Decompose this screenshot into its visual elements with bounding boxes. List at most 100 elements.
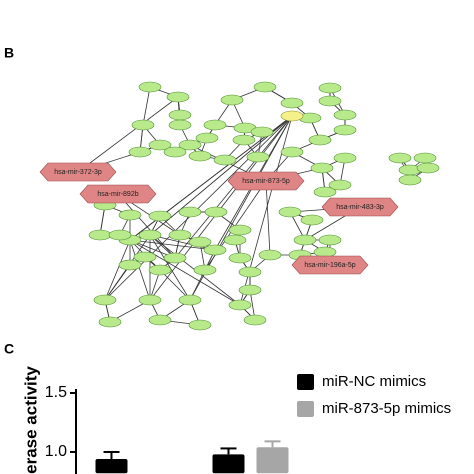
gene-node [213, 154, 237, 166]
network-edge [129, 239, 241, 306]
gene-node [223, 234, 247, 246]
gene-node [293, 234, 317, 246]
bar [212, 454, 245, 474]
panel-label: B [4, 45, 14, 61]
gene-node [310, 162, 334, 174]
gene-node [333, 124, 357, 136]
gene-node [388, 152, 412, 164]
mirna-node [291, 255, 369, 275]
network-edge [142, 86, 151, 126]
gene-node [220, 94, 244, 106]
mirna-label: hsa-mir-196a-5p [304, 262, 355, 269]
gene-node [203, 119, 227, 131]
gene-node [88, 229, 112, 241]
gene-node [398, 174, 422, 186]
y-axis-label: erase activity [21, 366, 40, 474]
gene-node [278, 206, 302, 218]
gene-node [148, 139, 172, 151]
gene-node [193, 264, 217, 276]
y-tick-label: 1.0 [45, 443, 67, 460]
gene-node [313, 246, 337, 258]
gene-node [166, 91, 190, 103]
gene-node [93, 294, 117, 306]
gene-node [250, 126, 274, 138]
network-edge [117, 193, 176, 259]
gene-node [258, 249, 282, 261]
gene-node [131, 119, 155, 131]
gene-node [168, 229, 192, 241]
gene-node [300, 214, 324, 226]
gene-node [98, 316, 122, 328]
gene-node [188, 150, 212, 162]
mirna-label: hsa-mir-892b [97, 191, 138, 198]
gene-node [203, 244, 227, 256]
gene-node [138, 229, 162, 241]
gene-node [280, 97, 304, 109]
mirna-label: hsa-mir-873-5p [242, 178, 290, 185]
mirna-label: hsa-mir-372-3p [54, 169, 102, 176]
gene-node [238, 266, 262, 278]
gene-node [253, 81, 277, 93]
mirna-node [321, 197, 399, 217]
gene-node [148, 264, 172, 276]
gene-node [413, 152, 437, 164]
legend-swatch [297, 401, 314, 417]
gene-node [178, 139, 202, 151]
gene-node [308, 134, 332, 146]
gene-node [163, 146, 187, 158]
mirna-node [227, 171, 305, 191]
legend-label: miR-NC mimics [322, 373, 426, 390]
gene-node [148, 210, 172, 222]
gene-node [133, 251, 157, 263]
gene-node [228, 224, 252, 236]
gene-node [168, 119, 192, 131]
gene-node [313, 186, 337, 198]
gene-node [333, 109, 357, 121]
gene-node [118, 209, 142, 221]
gene-node [318, 95, 342, 107]
gene-node [128, 146, 152, 158]
network-nodes: hsa-mir-372-3p hsa-mir-892b hsa-mir-873-5p… [39, 81, 440, 331]
gene-node [108, 229, 132, 241]
gene-node [138, 294, 162, 306]
network-edge [265, 180, 271, 256]
gene-node [318, 234, 342, 246]
gene-node [163, 252, 187, 264]
mirna-node [39, 162, 117, 182]
gene-node [318, 82, 342, 94]
gene-node [148, 314, 172, 326]
network-edge [149, 234, 216, 251]
legend-label: miR-873-5p mimics [322, 400, 451, 417]
mirna-label: hsa-mir-483-3p [336, 204, 384, 211]
gene-node [168, 109, 192, 121]
network-edge [77, 96, 179, 173]
network-edge [104, 239, 131, 301]
gene-node [328, 179, 352, 191]
gene-node [195, 132, 219, 144]
gene-node [188, 236, 212, 248]
gene-node [243, 314, 267, 326]
gene-node [280, 146, 304, 158]
network-edge [129, 239, 216, 251]
mirna-node [79, 184, 157, 204]
panel-label: C [4, 341, 14, 357]
bar [256, 447, 289, 474]
gene-node [246, 151, 270, 163]
gene-node [118, 259, 142, 271]
gene-node [333, 152, 357, 164]
gene-node [138, 81, 162, 93]
gene-node [228, 252, 252, 264]
network-edge [129, 239, 151, 301]
gene-node [232, 134, 256, 146]
gene-node [280, 110, 304, 122]
gene-node [204, 206, 228, 218]
legend-swatch [297, 374, 314, 390]
gene-node [416, 162, 440, 174]
y-tick-label: 1.5 [45, 384, 67, 401]
gene-node [178, 294, 202, 306]
gene-node [188, 319, 212, 331]
bar [95, 459, 128, 474]
gene-node [178, 206, 202, 218]
gene-node [228, 299, 252, 311]
gene-node [238, 284, 262, 296]
